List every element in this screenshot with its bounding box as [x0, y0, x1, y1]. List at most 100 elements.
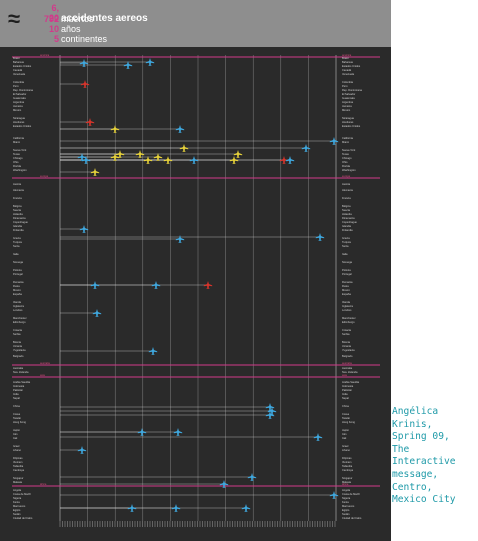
country-label-left: Rep. Dominicana	[13, 88, 33, 92]
plane-icon	[175, 125, 185, 133]
country-label-right: Jamaica	[342, 104, 352, 108]
country-label-right: Moscú	[342, 288, 350, 292]
country-label-right: Angola	[342, 488, 351, 492]
plane-icon	[115, 150, 125, 158]
plane-icon	[92, 309, 102, 317]
country-label-left: Bosnia	[13, 340, 21, 344]
country-label-left: Australia	[13, 366, 24, 370]
plane-icon	[265, 403, 275, 411]
plane-icon	[135, 150, 145, 158]
country-label-left: Francia	[13, 196, 22, 200]
country-label-right: Suiza	[342, 244, 349, 248]
country-label-right: Rusia	[342, 284, 349, 288]
country-label-left: Miami	[13, 140, 20, 144]
country-label-right: Venezuela	[342, 72, 355, 76]
plane-icon	[127, 504, 137, 512]
country-label-right: Costa de Marfil	[342, 492, 360, 496]
country-label-left: Ciudad del Cabo	[13, 516, 33, 520]
grid-lines	[59, 55, 337, 521]
credit-text: Angélica Krinis, Spring 09, The Interact…	[392, 406, 478, 507]
country-label-right: Indonesia	[342, 384, 354, 388]
country-label-right: Tailandia	[342, 464, 353, 468]
country-label-right: Grecia	[342, 236, 350, 240]
country-label-right: Finlandia	[342, 228, 353, 232]
plane-icon	[137, 428, 147, 436]
plane-icon	[267, 407, 277, 415]
country-label-right: Estados Unidos	[342, 64, 361, 68]
country-label-left: Camboya	[13, 468, 25, 472]
country-label-right: Corea	[342, 412, 350, 416]
country-label-left: Chicago	[13, 156, 23, 160]
country-label-left: Nueva York	[13, 148, 27, 152]
country-label-right: Yugoslavia	[342, 348, 355, 352]
credit-line: Angélica Krinis,	[392, 406, 439, 430]
country-label-left: Belgrado	[13, 354, 24, 358]
plane-icon	[173, 428, 183, 436]
country-label-left: Grecia	[13, 236, 21, 240]
country-label-right: Irak	[342, 436, 347, 440]
country-label-left: Bahamas	[13, 60, 25, 64]
country-label-right: Dinamarca	[342, 216, 355, 220]
credit-line: Centro,	[392, 481, 433, 493]
plane-icon	[80, 80, 90, 88]
credit-line: The Interactive	[392, 443, 456, 468]
country-label-left: Manchester	[13, 316, 27, 320]
country-label-right: Rumania	[342, 280, 353, 284]
country-label-right: Islandia	[342, 224, 351, 228]
plane-icon	[110, 153, 120, 161]
country-label-right: Filipinas	[342, 456, 352, 460]
credit-line: Mexico City	[392, 494, 456, 506]
credit-line: message,	[392, 468, 439, 480]
country-label-right: Polonia	[342, 268, 351, 272]
country-label-left: India	[13, 392, 19, 396]
country-label-right: España	[342, 292, 351, 296]
country-label-right: Japón	[342, 428, 350, 432]
country-label-right: Suecia	[342, 208, 350, 212]
country-label-right: El Salvador	[342, 92, 355, 96]
country-label-right: Chicago	[342, 156, 352, 160]
country-label-left: Finlandia	[13, 228, 24, 232]
country-label-left: Marruecos	[13, 504, 26, 508]
country-label-left: Londres	[13, 308, 23, 312]
plane-icon	[123, 61, 133, 69]
country-label-right: Hong Kong	[342, 420, 356, 424]
country-label-right: Portugal	[342, 272, 352, 276]
country-label-right: Marruecos	[342, 504, 355, 508]
country-label-left: Alemania	[13, 188, 24, 192]
section-label-left: américa	[40, 53, 50, 57]
accident-chart: américa américa europa europa australia austr…	[12, 53, 380, 527]
country-label-left: Islandia	[13, 224, 22, 228]
country-label-left: Corea	[13, 412, 21, 416]
country-label-left: Estados Unidos	[13, 64, 32, 68]
country-label-right: Líbano	[342, 448, 350, 452]
stat-accidents: 20 accidentes aereos	[48, 13, 148, 24]
plane-icon	[301, 144, 311, 152]
country-label-right: Austria	[342, 182, 351, 186]
country-label-right: Australia	[342, 366, 353, 370]
country-label-right: Nigeria	[342, 496, 351, 500]
country-label-left: Perú	[13, 84, 19, 88]
plane-icon	[203, 281, 213, 289]
country-label-right: Belgrado	[342, 354, 353, 358]
country-label-left: Brasil	[13, 56, 20, 60]
country-label-left: Sudán	[13, 512, 21, 516]
country-label-right: Perú	[342, 84, 348, 88]
country-label-left: Croacia	[13, 328, 22, 332]
country-label-left: Vietnam	[13, 460, 22, 464]
country-label-left: Austria	[13, 182, 22, 186]
country-label-left: Egipto	[13, 508, 21, 512]
country-label-left: España	[13, 292, 22, 296]
plane-icon	[219, 480, 229, 488]
country-label-right: Alemania	[342, 188, 353, 192]
plane-icon	[110, 125, 120, 133]
plane-icon	[247, 473, 257, 481]
country-label-right: Italia	[342, 252, 348, 256]
country-label-left: Nva. Zelanda	[13, 370, 29, 374]
country-label-left: Taiwán	[13, 416, 22, 420]
country-label-right: Bahamas	[342, 60, 354, 64]
country-label-right: Guatemala	[342, 96, 355, 100]
country-label-left: Singapur	[13, 476, 24, 480]
country-label-left: Nigeria	[13, 496, 22, 500]
country-label-left: Líbano	[13, 448, 21, 452]
country-label-right: Canadá	[342, 68, 352, 72]
